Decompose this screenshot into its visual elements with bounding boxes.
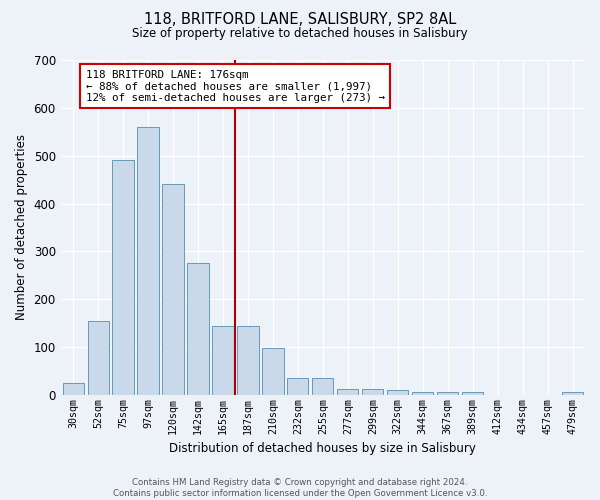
- Bar: [437, 392, 458, 395]
- Text: 118, BRITFORD LANE, SALISBURY, SP2 8AL: 118, BRITFORD LANE, SALISBURY, SP2 8AL: [144, 12, 456, 28]
- Text: Contains HM Land Registry data © Crown copyright and database right 2024.
Contai: Contains HM Land Registry data © Crown c…: [113, 478, 487, 498]
- Bar: [562, 392, 583, 395]
- Text: Size of property relative to detached houses in Salisbury: Size of property relative to detached ho…: [132, 28, 468, 40]
- Bar: [387, 390, 409, 395]
- Bar: [262, 348, 284, 395]
- Bar: [88, 320, 109, 395]
- Bar: [312, 378, 334, 395]
- Bar: [287, 378, 308, 395]
- Y-axis label: Number of detached properties: Number of detached properties: [15, 134, 28, 320]
- Bar: [137, 127, 158, 395]
- Bar: [462, 392, 483, 395]
- X-axis label: Distribution of detached houses by size in Salisbury: Distribution of detached houses by size …: [169, 442, 476, 455]
- Bar: [112, 160, 134, 395]
- Bar: [337, 388, 358, 395]
- Bar: [238, 326, 259, 395]
- Bar: [362, 389, 383, 395]
- Bar: [187, 264, 209, 395]
- Bar: [212, 326, 233, 395]
- Bar: [163, 184, 184, 395]
- Text: 118 BRITFORD LANE: 176sqm
← 88% of detached houses are smaller (1,997)
12% of se: 118 BRITFORD LANE: 176sqm ← 88% of detac…: [86, 70, 385, 103]
- Bar: [62, 383, 84, 395]
- Bar: [412, 392, 433, 395]
